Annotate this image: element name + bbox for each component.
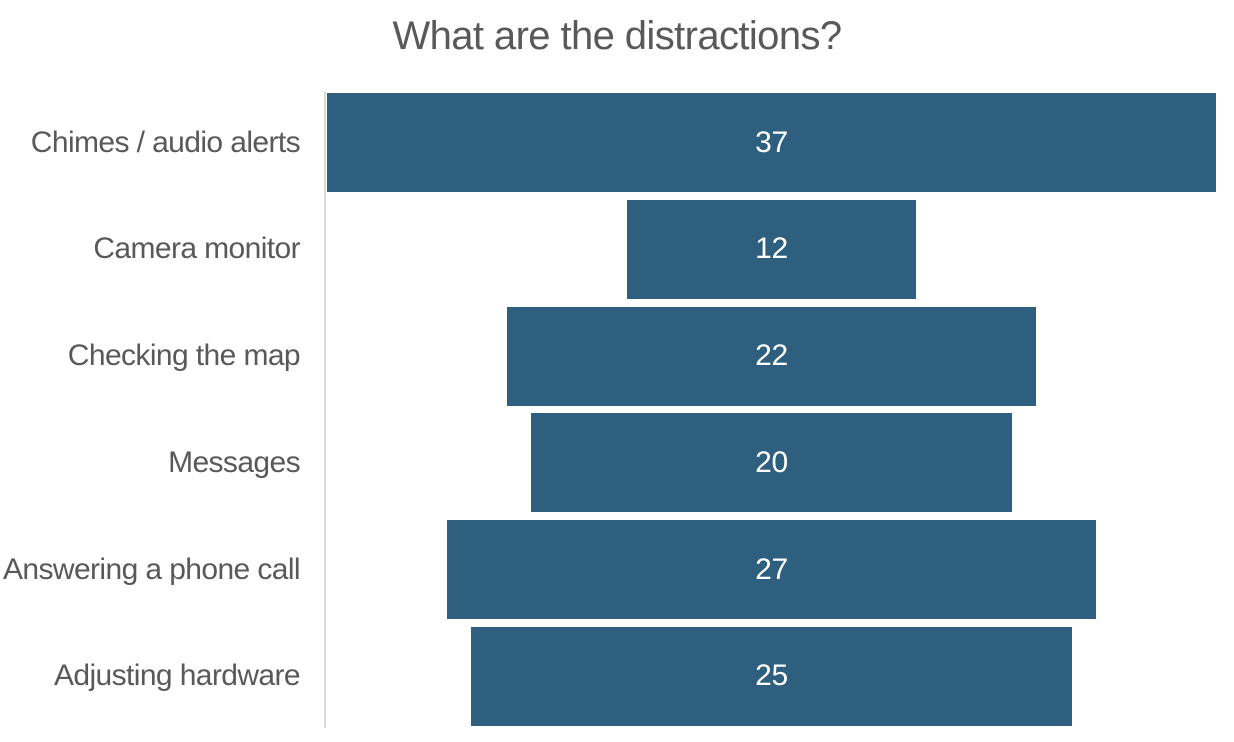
data-bar: 12 xyxy=(627,199,916,299)
bar-track: 25 xyxy=(327,626,1216,726)
category-label: Camera monitor xyxy=(93,232,300,266)
data-bar: 25 xyxy=(471,626,1072,726)
data-bar: 22 xyxy=(507,306,1036,406)
category-label: Messages xyxy=(168,445,301,479)
bar-value-label: 12 xyxy=(755,232,788,266)
data-bar: 37 xyxy=(327,93,1216,192)
data-bar: 27 xyxy=(447,520,1096,620)
bar-track: 37 xyxy=(327,93,1216,192)
bar-value-label: 27 xyxy=(755,552,788,586)
chart-row: Checking the map 22 xyxy=(0,306,1234,406)
category-label: Checking the map xyxy=(67,339,301,373)
category-label: Adjusting hardware xyxy=(53,659,301,693)
chart-row: Messages 20 xyxy=(0,413,1234,513)
category-label: Answering a phone call xyxy=(3,552,301,586)
bar-value-label: 37 xyxy=(755,125,788,159)
chart-row: Adjusting hardware 25 xyxy=(0,626,1234,726)
bar-value-label: 25 xyxy=(755,659,788,693)
bar-value-label: 22 xyxy=(755,339,788,373)
chart-row: Camera monitor 12 xyxy=(0,199,1234,299)
bar-track: 22 xyxy=(327,306,1216,406)
chart-row: Answering a phone call 27 xyxy=(0,520,1234,620)
bar-value-label: 20 xyxy=(755,445,788,479)
bar-track: 12 xyxy=(327,199,1216,299)
category-axis-line xyxy=(324,92,326,728)
bar-track: 27 xyxy=(327,520,1216,620)
bar-track: 20 xyxy=(327,413,1216,513)
category-label: Chimes / audio alerts xyxy=(30,125,301,159)
data-bar: 20 xyxy=(531,413,1012,513)
chart-row: Chimes / audio alerts 37 xyxy=(0,93,1234,192)
chart-title: What are the distractions? xyxy=(392,14,842,58)
chart-plot-area: Chimes / audio alerts 37 Camera monitor … xyxy=(0,93,1234,726)
